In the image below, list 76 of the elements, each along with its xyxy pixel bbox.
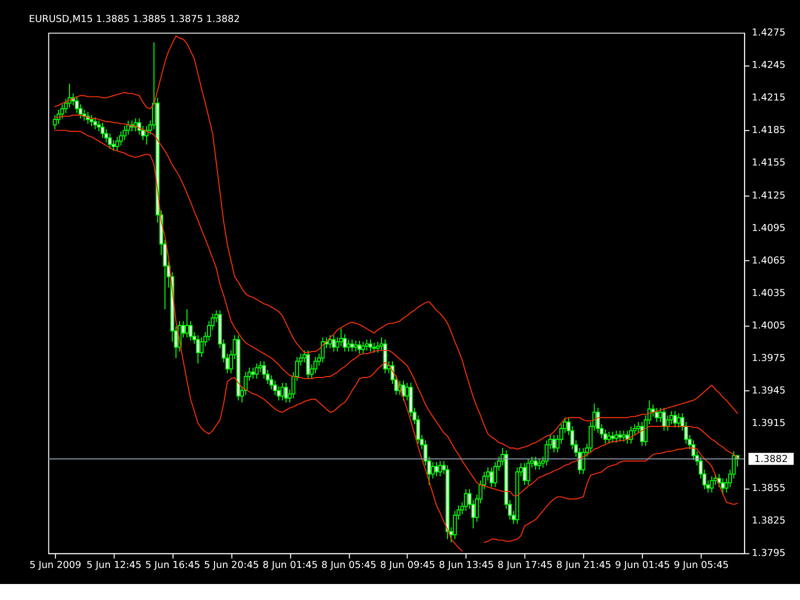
candlestick xyxy=(610,431,615,444)
y-tick-label: 1.4215 xyxy=(752,92,786,104)
y-tick-label: 1.4155 xyxy=(752,158,786,169)
candlestick xyxy=(710,476,714,493)
candlestick xyxy=(464,488,468,512)
x-tick-label: 8 Jun 21:45 xyxy=(556,560,612,572)
y-tick-label: 1.4005 xyxy=(752,320,786,332)
candlestick xyxy=(434,462,438,477)
y-tick-label: 1.3825 xyxy=(752,516,786,527)
line-series xyxy=(54,35,738,450)
y-tick-label: 1.3855 xyxy=(752,483,786,494)
candlestick xyxy=(376,341,380,354)
candlestick xyxy=(537,458,542,470)
candlestick xyxy=(614,430,618,444)
candlestick xyxy=(306,350,310,380)
candlestick xyxy=(93,116,98,130)
candlestick xyxy=(622,430,626,442)
candlestick xyxy=(368,339,372,352)
chart-title: EURUSD,M15 1.3885 1.3885 1.3875 1.3882 xyxy=(28,14,240,26)
y-tick-label: 1.4275 xyxy=(752,28,786,39)
candlestick xyxy=(196,334,200,364)
candlestick xyxy=(251,367,255,380)
y-tick-label: 1.3915 xyxy=(752,418,786,429)
candlestick xyxy=(673,410,677,428)
candlestick xyxy=(346,339,350,352)
y-tick-label: 1.4095 xyxy=(752,222,786,234)
candlestick xyxy=(438,460,442,477)
y-tick-label: 1.4035 xyxy=(752,288,786,299)
candlestick xyxy=(534,456,538,470)
candlestick xyxy=(361,341,366,354)
y-tick-label: 1.4245 xyxy=(752,60,786,72)
candlestick xyxy=(372,342,376,354)
candlestick xyxy=(280,382,284,401)
x-tick-label: 8 Jun 13:45 xyxy=(438,560,494,572)
candlestick xyxy=(358,340,362,354)
x-tick-label: 8 Jun 17:45 xyxy=(498,560,553,572)
candlestick xyxy=(313,356,318,374)
x-tick-label: 8 Jun 05:45 xyxy=(321,560,376,572)
y-tick-label: 1.3795 xyxy=(752,548,786,560)
candlestick xyxy=(254,362,259,380)
candlestick xyxy=(108,133,112,150)
candlestick xyxy=(676,412,681,428)
candlestick xyxy=(552,434,556,453)
candlestick xyxy=(354,340,358,352)
candlestick xyxy=(522,462,527,486)
x-tick-label: 8 Jun 01:45 xyxy=(262,560,318,572)
candlestick xyxy=(720,478,725,496)
x-tick-label: 8 Jun 09:45 xyxy=(380,560,436,572)
candlestick xyxy=(328,334,332,349)
candlestick xyxy=(284,382,288,403)
x-tick-label: 5 Jun 12:45 xyxy=(86,560,142,572)
x-tick-label: 9 Jun 01:45 xyxy=(614,560,670,572)
candlestick xyxy=(100,122,104,138)
y-tick-label: 1.4065 xyxy=(752,255,786,266)
x-tick-label: 5 Jun 20:45 xyxy=(204,560,259,572)
candlestick xyxy=(490,467,494,488)
candlestick xyxy=(607,431,611,444)
candlestick xyxy=(350,339,354,352)
y-tick-label: 1.3945 xyxy=(752,385,786,396)
candlestick xyxy=(629,426,633,444)
candlestick xyxy=(90,114,94,126)
y-tick-label: 1.3975 xyxy=(752,352,786,364)
x-tick-label: 9 Jun 05:45 xyxy=(674,560,729,572)
x-tick-label: 5 Jun 16:45 xyxy=(145,560,200,572)
candlestick xyxy=(662,407,666,432)
y-tick-label: 1.4125 xyxy=(752,190,786,202)
x-tick-label: 5 Jun 2009 xyxy=(29,560,82,572)
ref-line-label: 1.3882 xyxy=(754,454,788,465)
candlestick xyxy=(364,339,369,351)
y-tick-label: 1.4185 xyxy=(752,125,786,136)
candlestick xyxy=(618,430,622,442)
candlestick xyxy=(430,462,435,479)
candlestick xyxy=(640,422,644,446)
candlestick xyxy=(526,458,530,486)
candlestick xyxy=(185,308,189,338)
candlestick xyxy=(332,334,336,352)
